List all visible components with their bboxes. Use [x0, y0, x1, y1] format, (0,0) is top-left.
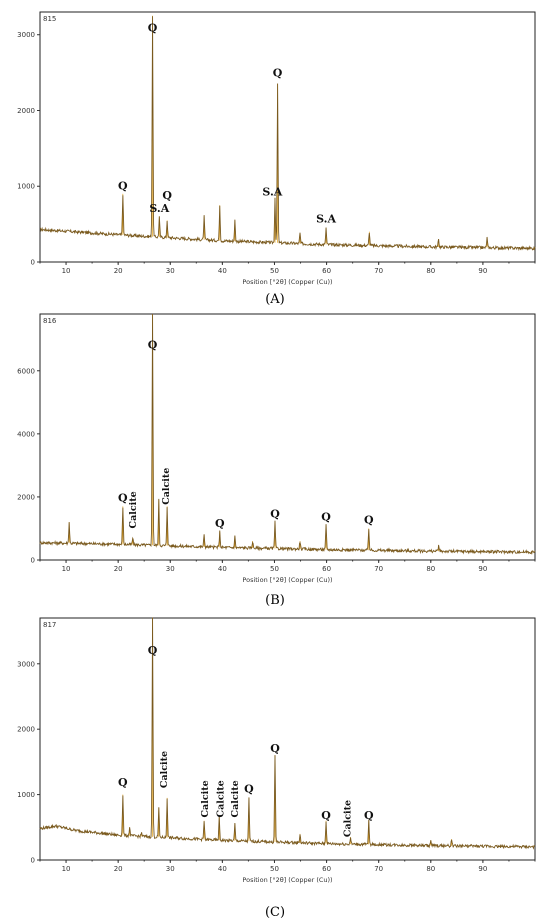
- y-tick-label: 1000: [17, 791, 35, 799]
- xrd-panel-c: 817 10 20 30 40 50 60 70 80 90 0 1000 2000 3000 Positi…: [17, 617, 536, 884]
- peak-annotation: Q: [148, 644, 158, 657]
- x-tick-label: 60: [322, 267, 331, 275]
- y-tick-label: 6000: [17, 367, 35, 375]
- x-tick-label: 80: [426, 865, 435, 873]
- peak-annotation: Q: [321, 809, 331, 822]
- peak-annotation-calcite: Calcite: [230, 780, 241, 817]
- x-tick-label: 40: [218, 267, 227, 275]
- peak-annotation: Q: [270, 742, 280, 755]
- x-tick-label: 90: [478, 565, 487, 573]
- x-axis-title: Position [°2θ] (Copper (Cu)): [242, 576, 332, 584]
- y-tick-label: 0: [31, 259, 35, 267]
- sample-id: 815: [43, 15, 56, 23]
- peak-annotation: Q: [270, 507, 280, 520]
- plot-frame: [39, 313, 536, 561]
- peak-annotation: Q: [162, 189, 172, 202]
- x-tick-label: 70: [374, 267, 383, 275]
- peak-annotation: Q: [148, 22, 158, 35]
- x-tick-label: 80: [426, 267, 435, 275]
- x-tick-label: 20: [114, 865, 123, 873]
- y-tick-label: 3000: [17, 660, 35, 668]
- peak-annotation-calcite: Calcite: [128, 491, 139, 528]
- x-tick-label: 50: [270, 865, 279, 873]
- y-tick-label: 2000: [17, 493, 35, 501]
- x-axis-title: Position [°2θ] (Copper (Cu)): [242, 278, 332, 286]
- peak-annotation-calcite: Calcite: [159, 751, 170, 788]
- peak-annotation: Q: [364, 809, 374, 822]
- plot-frame: [39, 617, 536, 861]
- y-tick-label: 4000: [17, 430, 35, 438]
- x-tick-label: 70: [374, 865, 383, 873]
- peak-annotation-calcite: Calcite: [215, 780, 226, 817]
- x-tick-label: 40: [218, 865, 227, 873]
- x-tick-label: 10: [62, 565, 71, 573]
- xrd-panel-b: 816 10 20 30 40 50 60 70 80 90 0 2000 4000 6000 Positi…: [17, 313, 536, 584]
- x-tick-label: 50: [270, 267, 279, 275]
- x-tick-label: 20: [114, 267, 123, 275]
- diffraction-trace: [39, 313, 536, 555]
- peak-annotation: Q: [321, 511, 331, 524]
- panel-label-a: (A): [265, 292, 285, 307]
- y-tick-label: 0: [31, 557, 35, 565]
- xrd-panel-a: 815 10 20 30 40 50 60 70 80 90 0 1000 2000 3000 Positi…: [17, 11, 536, 286]
- panel-label-c: (C): [264, 905, 286, 920]
- x-tick-label: 60: [322, 865, 331, 873]
- x-tick-label: 30: [166, 865, 175, 873]
- x-tick-label: 60: [322, 565, 331, 573]
- peak-annotation-calcite: Calcite: [343, 800, 354, 837]
- plot-frame: [39, 11, 536, 263]
- peak-annotation: S.A: [262, 185, 282, 198]
- y-tick-label: 1000: [17, 183, 35, 191]
- y-tick-label: 2000: [17, 726, 35, 734]
- peak-annotation-calcite: Calcite: [200, 780, 211, 817]
- x-tick-label: 70: [374, 565, 383, 573]
- peak-annotation: Q: [118, 776, 128, 789]
- peak-annotation: Q: [148, 339, 158, 352]
- panel-label-b: (B): [265, 593, 285, 608]
- sample-id: 817: [43, 621, 56, 629]
- peak-annotation: Q: [118, 179, 128, 192]
- diffraction-trace: [39, 16, 536, 252]
- peak-annotation: S.A: [316, 213, 336, 226]
- peak-annotation: S.A: [149, 202, 169, 215]
- x-tick-label: 40: [218, 565, 227, 573]
- peak-annotation: Q: [273, 66, 283, 79]
- x-tick-label: 30: [166, 565, 175, 573]
- y-tick-label: 3000: [17, 31, 35, 39]
- x-tick-label: 30: [166, 267, 175, 275]
- x-tick-label: 80: [426, 565, 435, 573]
- x-tick-label: 20: [114, 565, 123, 573]
- x-tick-label: 90: [478, 865, 487, 873]
- x-tick-label: 50: [270, 565, 279, 573]
- peak-annotation: Q: [118, 492, 128, 505]
- x-axis-title: Position [°2θ] (Copper (Cu)): [242, 876, 332, 884]
- diffraction-trace: [39, 617, 536, 850]
- peak-annotation: Q: [244, 783, 254, 796]
- x-tick-label: 90: [478, 267, 487, 275]
- y-tick-label: 2000: [17, 107, 35, 115]
- sample-id: 816: [43, 317, 57, 325]
- x-tick-label: 10: [62, 865, 71, 873]
- peak-annotation: Q: [364, 514, 374, 527]
- x-tick-label: 10: [62, 267, 71, 275]
- y-tick-label: 0: [31, 857, 35, 865]
- peak-annotation-calcite: Calcite: [161, 468, 172, 505]
- peak-annotation: Q: [215, 517, 225, 530]
